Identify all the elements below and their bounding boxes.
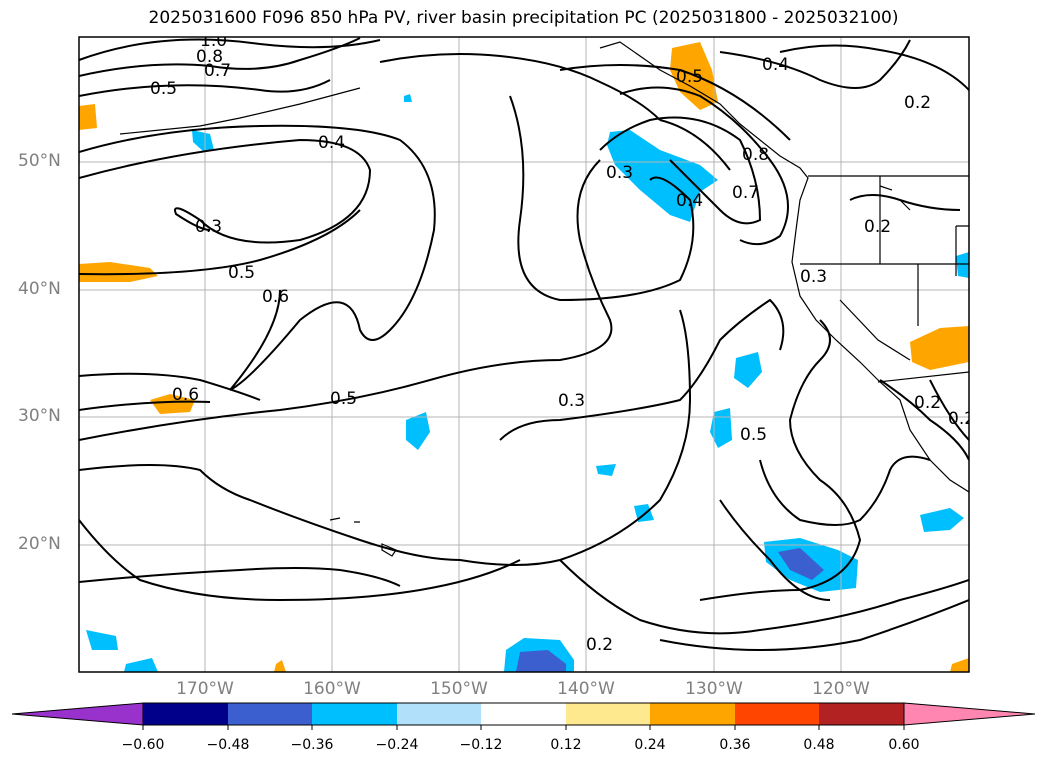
positive-patch (150, 394, 195, 414)
colorbar-extend-high (903, 702, 1036, 726)
negative-patch (86, 630, 118, 650)
contour-label: 0.5 (150, 79, 177, 99)
colorbar-bin (650, 703, 735, 725)
lat-label: 30°N (18, 406, 61, 426)
contour-label: 0.2 (914, 393, 941, 413)
contour-label: 0.4 (318, 133, 345, 153)
colorbar (11, 702, 1036, 730)
colorbar-bin (143, 703, 228, 725)
negative-patch (710, 408, 732, 448)
contour-label: 1.0 (200, 31, 227, 51)
colorbar-tick-label: −0.60 (121, 737, 165, 753)
lat-label: 40°N (18, 279, 61, 299)
contour-label: 0.4 (676, 191, 703, 211)
map-title: 2025031600 F096 850 hPa PV, river basin … (148, 8, 899, 28)
colorbar-tick-label: −0.36 (290, 737, 334, 753)
negative-patch (406, 412, 430, 450)
contour-label: 0.3 (195, 217, 222, 237)
lat-label: 20°N (18, 534, 61, 554)
colorbar-bin (481, 703, 566, 725)
colorbar-bin (819, 703, 904, 725)
contour-label: 0.5 (228, 263, 255, 283)
positive-patch (274, 660, 286, 672)
positive-patch (79, 104, 97, 130)
coastlines (119, 41, 969, 557)
contour-label: 0.6 (262, 287, 289, 307)
colorbar-tick-label: 0.60 (888, 737, 920, 753)
colorbar-bin (312, 703, 397, 725)
strong-negative-patch (778, 548, 824, 580)
colorbar-tick-label: 0.12 (550, 737, 582, 753)
lat-label: 50°N (18, 151, 61, 171)
negative-patch (404, 94, 412, 102)
colorbar-bin (228, 703, 312, 725)
contour-label: 0.5 (740, 425, 767, 445)
lon-label: 120°W (812, 679, 870, 699)
negative-anomaly-patches (86, 94, 969, 672)
contour-labels: 1.0 0.8 0.7 0.5 0.4 0.3 0.5 0.6 0.6 0.5 … (150, 31, 975, 655)
lon-label: 150°W (430, 679, 488, 699)
colorbar-tick-label: 0.48 (803, 737, 835, 753)
lon-label: 140°W (557, 679, 615, 699)
pv-contours (79, 37, 969, 651)
positive-patch (910, 326, 969, 370)
contour-label: 0.7 (732, 183, 759, 203)
contour-label: 0.5 (676, 67, 703, 87)
contour-label: 0.3 (606, 163, 633, 183)
contour-label: 0.8 (196, 47, 223, 67)
colorbar-bin (566, 703, 650, 725)
contour-label: 0.4 (762, 55, 789, 75)
lon-label: 160°W (303, 679, 361, 699)
positive-anomaly-patches (79, 42, 969, 672)
positive-patch (79, 262, 158, 282)
colorbar-extend-low (11, 702, 144, 726)
contour-label: 0.6 (172, 385, 199, 405)
lon-label: 130°W (685, 679, 743, 699)
colorbar-frame (142, 702, 905, 726)
contour-label: 0.7 (204, 61, 231, 81)
negative-patch (734, 352, 762, 388)
strong-negative-patch (516, 650, 566, 672)
map-frame (78, 36, 970, 673)
colorbar-bin (397, 703, 481, 725)
lon-label: 170°W (176, 679, 234, 699)
colorbar-tick-label: −0.12 (459, 737, 503, 753)
contour-label: 0.3 (558, 391, 585, 411)
contour-label: 0.2 (904, 93, 931, 113)
contour-label: 0.8 (742, 145, 769, 165)
negative-patch (956, 252, 969, 278)
colorbar-tick-label: 0.36 (719, 737, 751, 753)
colorbar-tick-label: −0.48 (206, 737, 250, 753)
negative-patch (124, 658, 158, 672)
colorbar-tick-label: 0.24 (634, 737, 666, 753)
negative-patch (596, 464, 616, 476)
contour-label: 0.2 (864, 217, 891, 237)
contour-label: 0.5 (330, 389, 357, 409)
contour-label: 0.3 (800, 267, 827, 287)
negative-patch (920, 508, 964, 532)
colorbar-bin (735, 703, 819, 725)
colorbar-tick-label: −0.24 (375, 737, 419, 753)
contour-label: 0.2 (948, 409, 975, 429)
positive-patch (950, 658, 969, 672)
contour-label: 0.2 (586, 635, 613, 655)
negative-patch (192, 130, 214, 152)
